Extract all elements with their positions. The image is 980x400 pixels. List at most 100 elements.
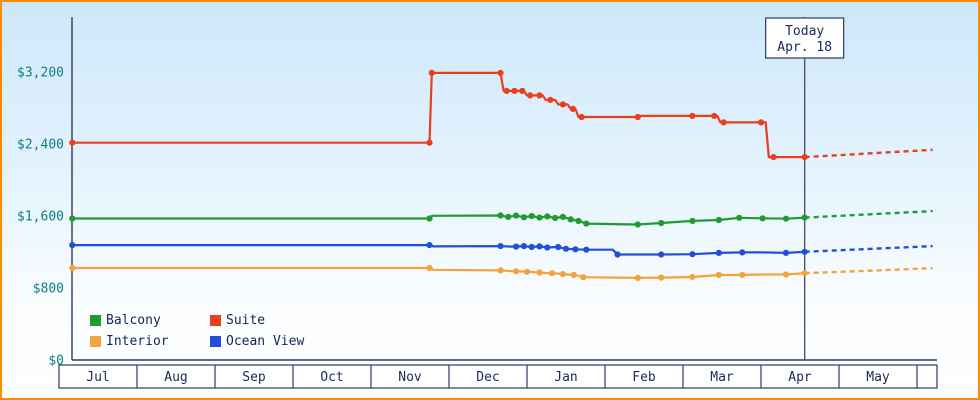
month-label: Jan [554,370,577,385]
series-interior-marker [536,269,543,276]
series-ocean-view-marker [572,246,579,253]
series-balcony-marker [536,214,543,221]
series-ocean-view-marker [536,243,543,250]
series-balcony-marker [520,214,528,221]
series-suite-marker [503,87,510,94]
series-ocean-view-marker [562,245,570,252]
series-balcony-marker [575,217,582,225]
series-interior-marker [559,271,567,278]
series-suite-marker [770,154,777,161]
legend-swatch-interior [90,336,101,347]
month-label: May [866,370,890,385]
series-suite-forecast [804,148,933,159]
series-interior-marker [689,273,696,281]
legend-swatch-ocean-view [210,336,221,347]
month-label: Sep [242,370,266,385]
series-ocean-view-marker [801,248,808,255]
series-balcony-marker [736,214,743,221]
series-ocean-view-forecast [804,244,933,253]
month-label: Aug [164,370,187,385]
legend-item-ocean-view: Ocean View [210,333,304,350]
series-ocean-view-marker [689,251,696,258]
series-suite-marker [689,112,696,119]
series-interior-marker [801,270,808,277]
series-suite-marker [711,112,718,119]
series-interior-marker [497,267,504,274]
series-interior-marker [782,271,790,278]
legend-item-interior: Interior [90,333,210,350]
series-suite-marker [69,139,76,146]
month-label: Mar [710,370,734,385]
legend-label-interior: Interior [106,334,169,349]
series-balcony-marker [552,214,559,222]
series-suite-marker [547,96,554,103]
series-ocean-view-marker [513,243,520,250]
series-balcony-marker [559,213,567,220]
series-balcony-marker [497,212,504,219]
series-ocean-view-marker [497,243,504,250]
today-label-box [765,17,845,59]
month-label: Dec [476,370,499,385]
legend-item-suite: Suite [210,312,304,329]
series-balcony-marker [426,215,433,222]
series-suite-marker [757,119,765,126]
series-suite-marker [569,105,577,112]
month-label: Oct [320,370,343,385]
series-suite-marker [634,113,641,121]
series-suite-marker [428,69,435,76]
series-balcony-marker [759,215,766,222]
month-label: Jul [86,370,109,385]
y-tick-label: $2,400 [17,138,64,153]
series-suite-marker [511,87,518,94]
series-suite-marker [578,113,585,121]
series-balcony-marker [634,221,641,228]
today-label-line2: Apr. 18 [777,40,832,55]
series-suite-marker [720,119,727,126]
legend-swatch-suite [210,315,221,326]
series-suite-marker [536,92,543,99]
series-interior-marker [513,268,520,275]
series-interior-marker [580,274,587,281]
series-interior-marker [570,271,577,278]
series-ocean-view-marker [528,243,535,251]
y-tick-label: $3,200 [17,66,64,81]
series-ocean-view-marker [715,249,723,256]
series-balcony-marker [689,217,696,224]
series-ocean-view-marker [739,249,746,256]
series-suite-marker [497,69,504,76]
series-ocean-view-marker [426,242,433,249]
series-balcony-marker [505,213,512,220]
series-suite-marker [559,101,567,108]
series-balcony-marker [583,220,590,227]
series-interior-marker [715,271,723,279]
series-interior-marker [523,268,531,275]
month-strip [58,364,938,389]
series-ocean-view-marker [520,243,528,250]
series-ocean-view-marker [583,246,590,253]
y-tick-label: $800 [33,282,64,297]
series-interior-marker [634,274,641,281]
y-tick-label: $1,600 [17,210,64,225]
series-interior-marker [69,264,76,272]
series-balcony-marker [658,219,665,227]
series-interior-marker [426,264,433,272]
series-balcony-marker [567,216,574,223]
legend-label-suite: Suite [226,313,266,328]
series-balcony-forecast [804,209,933,219]
series-interior-forecast [804,267,933,275]
legend-swatch-balcony [90,315,101,326]
series-ocean-view-marker [555,243,562,251]
series-ocean-view-line [72,244,805,256]
series-balcony-marker [715,216,723,224]
series-ocean-view-marker [69,242,76,249]
series-balcony-marker [782,215,790,222]
series-balcony-marker [69,215,76,222]
series-suite-marker [801,154,808,161]
series-balcony-marker [528,212,535,220]
month-label: Apr [788,370,812,385]
chart-legend: Balcony Suite Interior Ocean View [90,312,304,350]
today-label-line1: Today [785,24,824,39]
series-ocean-view-marker [614,251,621,258]
series-balcony-marker [801,214,808,221]
